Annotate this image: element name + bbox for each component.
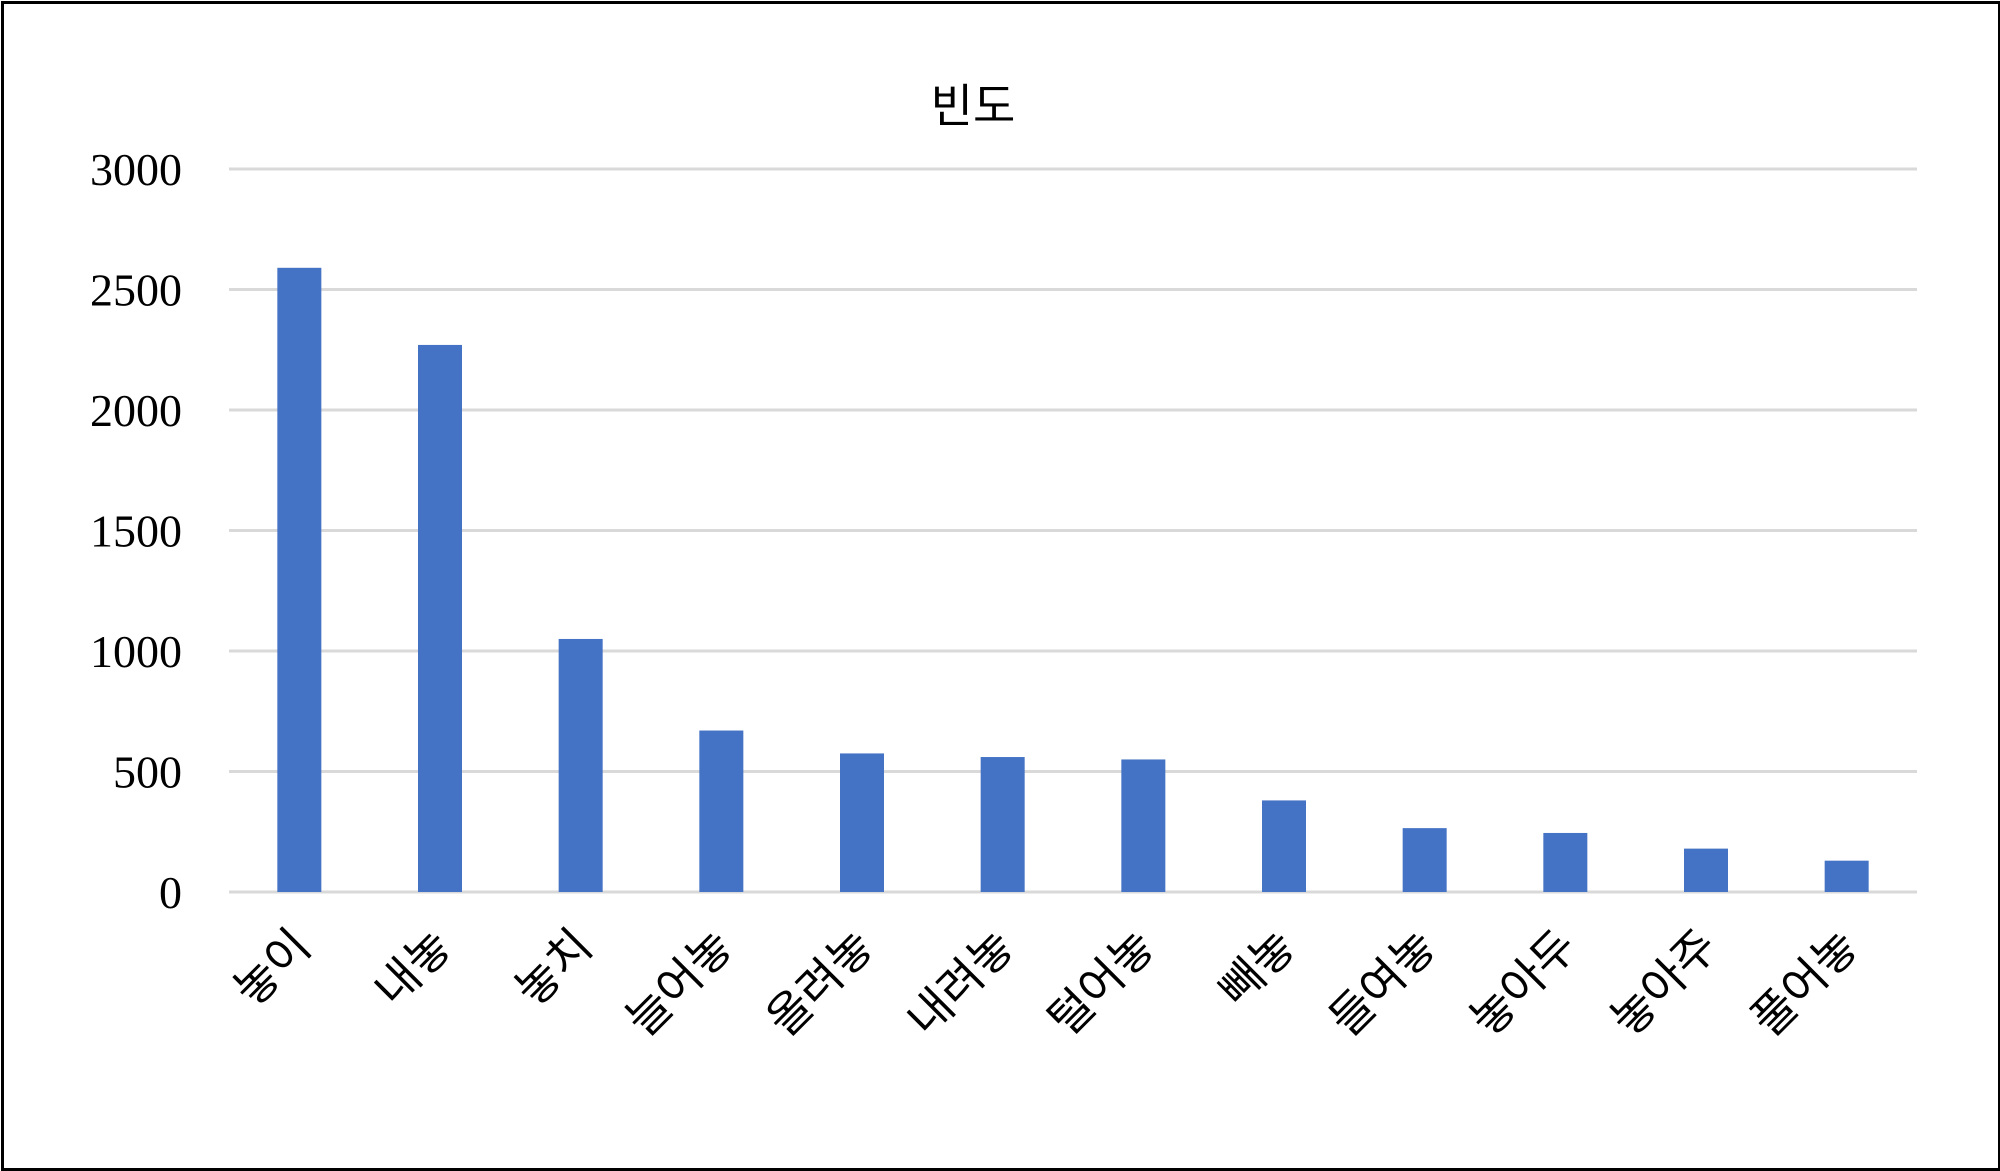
bar-10 bbox=[1543, 832, 1588, 892]
y-tick-label: 0 bbox=[159, 867, 182, 918]
x-tick-label: 놓이 bbox=[223, 919, 321, 1017]
x-tick-label: 늘어놓 bbox=[615, 919, 743, 1047]
x-tick-label: 놓치 bbox=[504, 919, 602, 1017]
gridlines bbox=[229, 167, 1917, 894]
bars bbox=[277, 267, 1869, 892]
chart-title: 빈도 bbox=[931, 79, 1016, 133]
bar-2 bbox=[418, 344, 462, 892]
x-tick-label: 풀어놓 bbox=[1740, 919, 1868, 1047]
bar-12 bbox=[1824, 860, 1869, 892]
x-tick-label: 올려놓 bbox=[756, 919, 884, 1047]
bar-7 bbox=[1121, 759, 1166, 892]
bar-1 bbox=[277, 267, 322, 892]
x-tick-label: 내려놓 bbox=[896, 919, 1024, 1047]
x-tick-label: 내놓 bbox=[364, 919, 462, 1017]
y-tick-label: 2500 bbox=[90, 265, 182, 316]
x-tick-label: 놓아주 bbox=[1600, 919, 1728, 1047]
x-tick-label: 털어놓 bbox=[1037, 919, 1165, 1047]
y-tick-label: 500 bbox=[113, 747, 182, 798]
x-tick-label: 놓아두 bbox=[1459, 919, 1587, 1047]
bar-chart: 0 500 1000 1500 2000 2500 3000 놓이 내놓 놓치 늘어놓 올려놓 내려놓… bbox=[90, 79, 1917, 1047]
bar-5 bbox=[840, 753, 884, 892]
bar-9 bbox=[1402, 828, 1447, 892]
bar-6 bbox=[980, 757, 1025, 892]
bar-11 bbox=[1684, 848, 1728, 892]
y-tick-label: 1500 bbox=[90, 506, 182, 557]
bar-3 bbox=[558, 638, 603, 892]
y-tick-label: 2000 bbox=[90, 385, 182, 436]
y-tick-label: 1000 bbox=[90, 626, 182, 677]
x-tick-label: 빼놓 bbox=[1208, 919, 1306, 1017]
y-tick-label: 3000 bbox=[90, 144, 182, 195]
y-axis-ticks: 0 500 1000 1500 2000 2500 3000 bbox=[90, 144, 182, 918]
x-tick-label: 들여놓 bbox=[1318, 919, 1446, 1047]
bar-4 bbox=[699, 730, 744, 892]
x-axis-ticks: 놓이 내놓 놓치 늘어놓 올려놓 내려놓 털어놓 빼놓 들여놓 놓아두 놓아주 풀어놓 bbox=[223, 919, 1868, 1047]
bar-8 bbox=[1262, 800, 1306, 892]
